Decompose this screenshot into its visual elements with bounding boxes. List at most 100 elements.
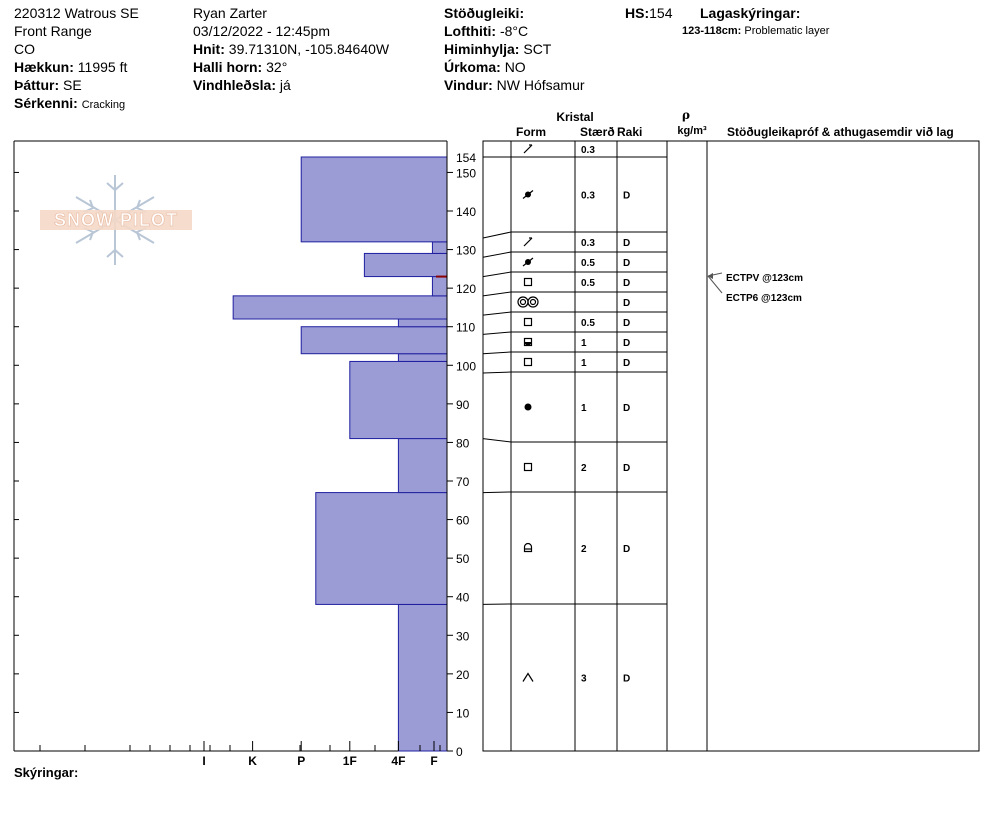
aspect: Þáttur: SE bbox=[14, 77, 82, 93]
test-pointer-arrow bbox=[708, 273, 713, 279]
stability-tests: ECTPV @123cm ECTP6 @123cm bbox=[707, 272, 803, 304]
layer-connector bbox=[482, 231, 512, 239]
depth-tick-label: 120 bbox=[456, 282, 476, 296]
depth-tick-label: 110 bbox=[456, 321, 475, 335]
crystal-form-icon bbox=[523, 317, 533, 327]
hardness-tick-label: I bbox=[202, 754, 205, 768]
depth-tick-label: 154 bbox=[456, 151, 476, 165]
depth-tick-label: 80 bbox=[456, 436, 470, 450]
depth-tick-label: 30 bbox=[456, 629, 470, 643]
hardness-tick-label: 4F bbox=[391, 754, 405, 768]
depth-tick-label: 10 bbox=[456, 706, 470, 720]
hardness-bar bbox=[363, 252, 448, 278]
layer-grain-size: 0.3 bbox=[581, 191, 595, 202]
layer-connector bbox=[482, 291, 512, 297]
hardness-bar bbox=[397, 353, 448, 362]
form-header: Form bbox=[516, 125, 546, 139]
depth-tick-label: 140 bbox=[456, 205, 476, 219]
hardness-bar bbox=[232, 295, 448, 320]
snowpilot-logo: SNOW PILOT bbox=[40, 175, 192, 265]
hardness-plot bbox=[13, 140, 448, 752]
layer-connector bbox=[482, 491, 512, 494]
crystal-header: Kristal bbox=[556, 110, 593, 124]
stability-test-result: ECTP6 @123cm bbox=[726, 293, 802, 304]
density-symbol: ρ bbox=[682, 108, 690, 122]
moisture-header: Raki bbox=[617, 125, 642, 139]
table-border bbox=[482, 140, 980, 752]
layer-connector bbox=[482, 438, 512, 443]
crystal-form-icon bbox=[523, 144, 533, 154]
wind-loading: Vindhleðsla: já bbox=[193, 77, 291, 93]
layer-moisture: D bbox=[623, 191, 630, 202]
layer-grain-size: 1 bbox=[581, 358, 587, 369]
crystal-form-icon bbox=[523, 237, 533, 247]
observer: Ryan Zarter bbox=[193, 5, 267, 21]
depth-tick-label: 20 bbox=[456, 668, 470, 682]
test-pointer bbox=[707, 275, 723, 294]
hardness-axis: I K P 1F 4F F bbox=[39, 741, 441, 768]
crystal-form-icon bbox=[523, 277, 533, 287]
crystal-form-icon bbox=[524, 403, 532, 411]
precipitation: Úrkoma: NO bbox=[444, 59, 526, 75]
hardness-tick-label: 1F bbox=[343, 754, 357, 768]
footer-legend-label: Skýringar: bbox=[14, 765, 79, 780]
layer-moisture: D bbox=[623, 358, 630, 369]
state: CO bbox=[14, 41, 35, 57]
hardness-bar bbox=[431, 241, 448, 254]
layer-moisture: D bbox=[623, 338, 630, 349]
stability: Stöðugleiki: bbox=[444, 5, 525, 21]
depth-tick-label: 150 bbox=[456, 166, 476, 180]
features: Sérkenni: Cracking bbox=[14, 95, 126, 111]
layer-connector bbox=[482, 271, 512, 278]
sky-cover: Himinhylja: SCT bbox=[444, 41, 552, 57]
layer-grain-size: 2 bbox=[581, 463, 587, 474]
crystal-form-icon bbox=[522, 190, 534, 199]
layer-moisture: D bbox=[623, 298, 630, 309]
layer-moisture: D bbox=[623, 258, 630, 269]
hardness-bar bbox=[397, 603, 448, 752]
layer-moisture: D bbox=[623, 403, 630, 414]
hardness-bar bbox=[431, 276, 448, 297]
layer-grain-size: 0.3 bbox=[581, 238, 595, 249]
range-name: Front Range bbox=[14, 23, 92, 39]
site-name: 220312 Watrous SE bbox=[14, 5, 139, 21]
hardness-tick-label: K bbox=[248, 754, 257, 768]
datetime: 03/12/2022 - 12:45pm bbox=[193, 23, 330, 39]
snow-height: HS:154 bbox=[625, 5, 673, 21]
depth-tick-label: 0 bbox=[456, 745, 463, 759]
layer-connector bbox=[482, 311, 512, 316]
svg-text:SNOW PILOT: SNOW PILOT bbox=[54, 210, 178, 230]
slope-angle: Halli horn: 32° bbox=[193, 59, 288, 75]
depth-tick-label: 90 bbox=[456, 398, 470, 412]
crystal-form-icon bbox=[523, 337, 533, 347]
legend-entry: 123-118cm: Problematic layer bbox=[682, 25, 830, 37]
layer-connectors bbox=[482, 156, 512, 752]
layer-grain-size: 0.3 bbox=[581, 145, 595, 156]
layer-moisture: D bbox=[623, 463, 630, 474]
comments-header: Stöðugleikapróf & athugasemdir við lag bbox=[727, 125, 954, 139]
hardness-bar bbox=[349, 360, 448, 440]
hardness-bar bbox=[397, 318, 448, 328]
layer-connector bbox=[482, 251, 512, 258]
layer-moisture: D bbox=[623, 278, 630, 289]
size-header: Stærð bbox=[580, 125, 615, 139]
air-temperature: Lofthiti: -8°C bbox=[444, 23, 529, 39]
layer-table: 0.30.3 D0.3 D0.5 D0.5 DD0.5 D1 D1 D1 D2 D2 D3 D bbox=[482, 140, 980, 752]
crystal-form-icon bbox=[522, 257, 534, 267]
depth-tick-label: 40 bbox=[456, 591, 470, 605]
layer-connector bbox=[482, 351, 512, 355]
legend-title: Lagaskýringar: bbox=[700, 5, 801, 21]
hardness-tick-label: F bbox=[430, 754, 437, 768]
crystal-form-icon bbox=[517, 296, 539, 308]
layer-moisture: D bbox=[623, 544, 630, 555]
layer-connector bbox=[482, 371, 512, 374]
hardness-bar bbox=[300, 326, 448, 355]
hardness-bar bbox=[300, 156, 448, 243]
layer-moisture: D bbox=[623, 318, 630, 329]
elevation: Hækkun: 11995 ft bbox=[14, 59, 128, 75]
layer-moisture: D bbox=[623, 238, 630, 249]
layer-connector bbox=[482, 331, 512, 335]
layer-grain-size: 0.5 bbox=[581, 318, 595, 329]
